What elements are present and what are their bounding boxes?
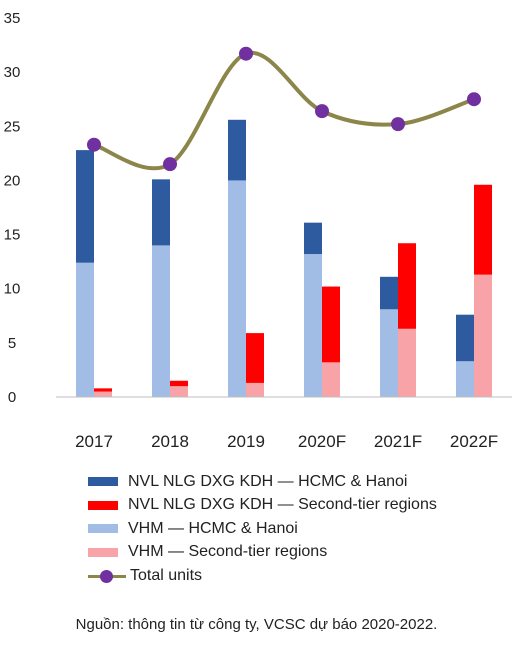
legend-swatch: [88, 547, 118, 557]
bar-nvl-nlg-dxg-kdh-hcmc-hanoi-2021F: [380, 276, 398, 310]
total-units-markers: [87, 46, 481, 172]
legend-swatch: [88, 477, 118, 487]
bar-vhm-second-tier-regions-2017: [94, 391, 112, 397]
legend: NVL NLG DXG KDH — HCMC & Hanoi NVL NLG D…: [88, 470, 513, 588]
y-tick-label: 0: [8, 389, 16, 406]
x-tick-label: 2021F: [374, 432, 422, 451]
bar-vhm-second-tier-regions-2021F: [398, 328, 416, 397]
bar-vhm-second-tier-regions-2022F: [474, 274, 492, 397]
x-tick-label: 2022F: [450, 432, 498, 451]
x-tick-label: 2017: [75, 432, 113, 451]
legend-label: VHM — Second-tier regions: [128, 543, 328, 561]
bar-nvl-nlg-dxg-kdh-hcmc-hanoi-2022F: [456, 314, 474, 362]
bar-nvl-nlg-dxg-kdh-hcmc-hanoi-2020F: [304, 222, 322, 255]
legend-line-marker-icon: [88, 569, 126, 583]
total-units-point: [315, 104, 329, 119]
y-tick-label: 10: [4, 281, 21, 298]
bar-vhm-second-tier-regions-2020F: [322, 362, 340, 397]
x-axis: 2017 2018 2019 2020F 2021F 2022F: [75, 432, 498, 451]
legend-label: NVL NLG DXG KDH — HCMC & Hanoi: [128, 472, 408, 490]
legend-label: VHM — HCMC & Hanoi: [128, 519, 298, 537]
legend-swatch: [88, 500, 118, 510]
legend-item-vhm-hcmc-hanoi: VHM — HCMC & Hanoi: [88, 517, 513, 541]
legend-item-nvl-second-tier: NVL NLG DXG KDH — Second-tier regions: [88, 494, 513, 518]
total-units-point: [391, 117, 405, 132]
x-tick-label: 2020F: [298, 432, 346, 451]
y-tick-label: 25: [4, 118, 21, 135]
bar-nvl-nlg-dxg-kdh-second-tier-regions-2020F: [322, 286, 340, 363]
legend-item-total-units: Total units: [88, 564, 513, 588]
bar-vhm-second-tier-regions-2018: [170, 386, 188, 397]
y-tick-label: 5: [8, 335, 16, 352]
total-units-point: [163, 157, 177, 172]
x-tick-label: 2018: [151, 432, 189, 451]
source-note: Nguồn: thông tin từ công ty, VCSC dự báo…: [75, 616, 438, 633]
total-units-point: [239, 46, 253, 61]
legend-label: Total units: [130, 566, 203, 584]
y-tick-label: 30: [4, 64, 21, 81]
chart: 0 5 10 15 20 25 30 35 2017 2018 2019 2020F 2021F 202…: [4, 10, 512, 451]
bar-nvl-nlg-dxg-kdh-hcmc-hanoi-2017: [76, 150, 94, 263]
bar-nvl-nlg-dxg-kdh-second-tier-regions-2019: [246, 333, 264, 383]
legend-swatch: [88, 524, 118, 534]
total-units-line: [93, 50, 475, 171]
bar-vhm-second-tier-regions-2019: [246, 382, 264, 397]
bar-vhm-hcmc-hanoi-2018: [152, 245, 170, 397]
legend-item-nvl-hcmc-hanoi: NVL NLG DXG KDH — HCMC & Hanoi: [88, 470, 513, 494]
bar-nvl-nlg-dxg-kdh-hcmc-hanoi-2018: [152, 179, 170, 246]
bar-nvl-nlg-dxg-kdh-second-tier-regions-2022F: [474, 184, 492, 275]
bar-vhm-hcmc-hanoi-2017: [76, 262, 94, 397]
bar-vhm-hcmc-hanoi-2019: [228, 180, 246, 397]
total-units-point: [467, 92, 481, 107]
total-units-point: [87, 137, 101, 152]
y-tick-label: 15: [4, 227, 21, 244]
bar-nvl-nlg-dxg-kdh-second-tier-regions-2021F: [398, 243, 416, 329]
y-tick-label: 20: [4, 172, 21, 189]
bars: [76, 119, 492, 397]
bar-nvl-nlg-dxg-kdh-second-tier-regions-2018: [170, 380, 188, 387]
bar-vhm-hcmc-hanoi-2022F: [456, 361, 474, 397]
legend-label: NVL NLG DXG KDH — Second-tier regions: [128, 496, 437, 514]
x-tick-label: 2019: [227, 432, 265, 451]
bar-vhm-hcmc-hanoi-2020F: [304, 254, 322, 397]
y-tick-label: 35: [4, 10, 21, 27]
y-axis: 0 5 10 15 20 25 30 35: [4, 10, 21, 406]
bar-nvl-nlg-dxg-kdh-hcmc-hanoi-2019: [228, 119, 246, 181]
bar-nvl-nlg-dxg-kdh-second-tier-regions-2017: [94, 388, 112, 392]
bar-vhm-hcmc-hanoi-2021F: [380, 309, 398, 397]
legend-item-vhm-second-tier: VHM — Second-tier regions: [88, 541, 513, 565]
